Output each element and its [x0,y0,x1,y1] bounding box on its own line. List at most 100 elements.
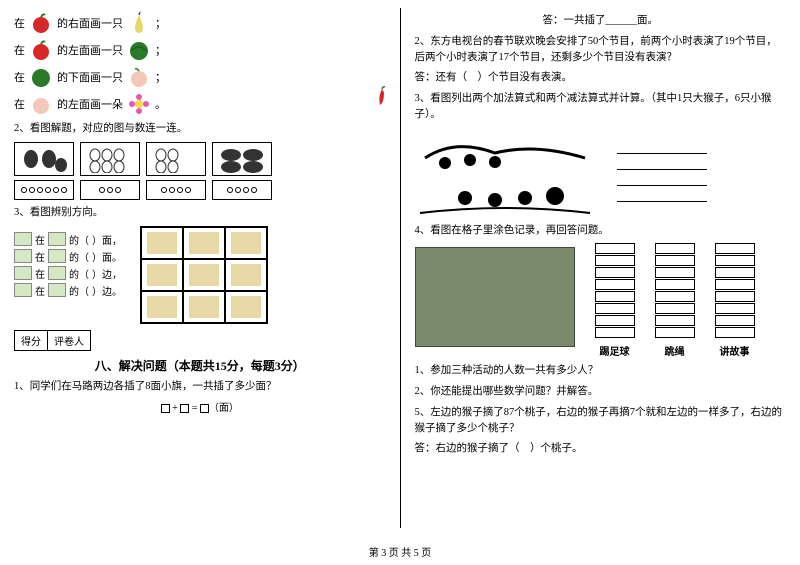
picture-cell [146,142,206,176]
text: ； [155,69,166,85]
fruit-row: 在 的左面画一只 ； [14,38,386,62]
right-column: 答：一共插了______面。 2、东方电视台的春节联欢晚会安排了50个节目，前两… [401,0,800,540]
text: 的下面画一只 [57,69,123,85]
text: ； [155,42,166,58]
pepper-icon [370,85,394,109]
problem-3: 3、看图列出两个加法算式和两个减法算式并计算。（其中1只大猴子，6只小猴子）。 [415,91,787,123]
animal-cell [183,291,225,323]
monkey-illustration-icon [415,128,595,218]
pear-icon [127,11,151,35]
sub-question-2: 2、你还能提出哪些数学问题？并解答。 [415,384,787,400]
tally-column: 讲故事 [715,243,755,358]
dir-row: 在的（）边。 [14,283,122,298]
pears-icon [151,145,201,173]
blank-line [617,192,707,202]
watermelon-icon [127,38,151,62]
animal-placeholder-icon [14,232,32,246]
count-cell [14,180,74,200]
q1-fruit-directions: 在 的右面画一只 ； 在 的左面画一只 ； 在 的下面画一只 ； [14,11,386,116]
monkey-block [415,128,787,218]
text: 的（ [69,266,89,281]
animal-placeholder-icon [48,249,66,263]
text: 在 [14,96,25,112]
tally-boxes [715,243,755,338]
tally-label: 踢足球 [600,343,630,358]
box-icon [180,404,189,413]
melons-icon [217,145,267,173]
blank-line [617,176,707,186]
text: 的左面画一只 [57,42,123,58]
count-row [14,180,386,200]
apple-icon [29,38,53,62]
count-cell [80,180,140,200]
text: 。 [155,96,166,112]
animal-placeholder-icon [14,283,32,297]
apple-icon [29,11,53,35]
grader-label: 评卷人 [48,331,90,350]
pineapple-icon [19,145,69,173]
pears-icon [85,145,135,173]
text: 在 [14,15,25,31]
text: ； [155,15,166,31]
text: 的左面画一朵 [57,96,123,112]
animal-cell [141,227,183,259]
page-footer: 第 3 页 共 5 页 [0,544,800,559]
animal-placeholder-icon [48,283,66,297]
tally-label: 讲故事 [720,343,750,358]
picture-cell [212,142,272,176]
text: 在 [35,249,45,264]
animal-cell [183,227,225,259]
text: 在 [14,69,25,85]
answer-1: 答：一共插了______面。 [415,13,787,29]
score-box: 得分 评卷人 [14,330,91,351]
direction-block: 在的（）面， 在的（）面。 在的（）边， 在的（）边。 [14,226,386,324]
animal-cell [225,291,267,323]
left-column: 在 的右面画一只 ； 在 的左面画一只 ； 在 的下面画一只 ； [0,0,400,540]
score-label: 得分 [15,331,48,350]
tally-column: 跳绳 [655,243,695,358]
problem-5: 5、左边的猴子摘了87个桃子，右边的猴子再摘7个就和左边的一样多了，右边的猴子摘… [415,405,787,437]
tally-boxes [595,243,635,338]
count-cell [146,180,206,200]
watermelon-icon [29,65,53,89]
section-8-title: 八、解决问题（本题共15分，每题3分） [14,357,386,374]
dir-row: 在 的（）面。 [14,249,122,264]
animal-cell [225,259,267,291]
text: 在 [35,283,45,298]
text: 的（ [69,283,89,298]
picture-row [14,142,386,176]
answer-2: 答：还有（ ）个节目没有表演。 [415,70,787,86]
q3-title: 3、看图辨别方向。 [14,205,386,221]
text: ）面。 [92,249,122,264]
animal-cell [141,291,183,323]
blank-line [617,160,707,170]
dir-row: 在的（）边， [14,266,122,281]
text: 在 [35,232,45,247]
text: ）面， [92,232,122,247]
fruit-row: 在 的左面画一朵 。 [14,92,386,116]
fruit-row: 在 的右面画一只 ； [14,11,386,35]
answer-5: 答：右边的猴子摘了（ ）个桃子。 [415,441,787,457]
text: 的右面画一只 [57,15,123,31]
tally-boxes [655,243,695,338]
picture-cell [80,142,140,176]
animal-cell [225,227,267,259]
box-icon [161,404,170,413]
tally-label: 跳绳 [665,343,685,358]
q2-title: 2、看图解题，对应的图与数连一连。 [14,121,386,137]
flower-icon [127,92,151,116]
peach-icon [127,65,151,89]
fruit-row: 在 的下面画一只 ； [14,65,386,89]
count-cell [212,180,272,200]
tally-column: 踢足球 [595,243,635,358]
text: 的（ [69,249,89,264]
animal-cell [183,259,225,291]
peach-icon [29,92,53,116]
animal-cell [141,259,183,291]
problem-1: 1、同学们在马路两边各插了8面小旗，一共插了多少面？ [14,379,386,395]
problem-2: 2、东方电视台的春节联欢晚会安排了50个节目，前两个小时表演了19个节目，后两个… [415,34,787,66]
box-icon [200,404,209,413]
animal-placeholder-icon [48,266,66,280]
animal-grid [140,226,268,324]
calc-template: + = （面） [14,399,386,414]
